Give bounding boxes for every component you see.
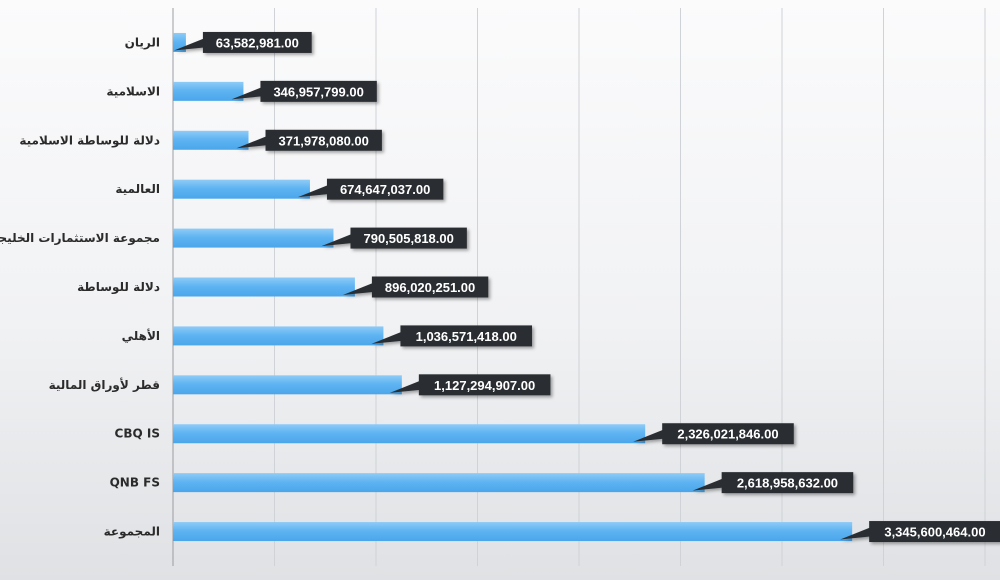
value-callout-3: [297, 178, 444, 200]
category-label-6: الأهلي: [122, 328, 160, 343]
value-label-box-1: [260, 80, 377, 102]
value-callout-pointer-1: [231, 87, 262, 100]
bar-3: [173, 179, 310, 199]
value-label-1: 346,957,799.00: [273, 84, 363, 99]
value-label-3: 674,647,037.00: [340, 182, 430, 197]
value-label-5: 896,020,251.00: [385, 280, 475, 295]
value-callout-pointer-7: [389, 380, 420, 393]
category-label-2: دلالة للوساطة الاسلامية: [19, 133, 160, 148]
bar-7: [173, 375, 402, 395]
value-callout-4: [321, 227, 467, 249]
category-label-7: قطر لأوراق المالية: [49, 377, 160, 393]
value-callout-9: [692, 472, 854, 494]
value-callout-pointer-3: [297, 185, 328, 198]
value-label-box-6: [400, 325, 533, 347]
value-callout-10: [840, 521, 1000, 543]
value-label-4: 790,505,818.00: [363, 231, 453, 246]
category-labels: الريان الاسلامية دلالة للوساطة الاسلامية ال…: [0, 35, 160, 539]
value-callout-0: [173, 31, 312, 53]
bar-6: [173, 326, 384, 346]
value-label-10: 3,345,600,464.00: [884, 525, 985, 540]
value-label-box-7: [418, 374, 551, 396]
value-label-box-9: [721, 472, 854, 494]
value-callout-pointer-4: [321, 234, 352, 247]
value-callout-pointer-6: [371, 331, 402, 344]
value-callout-pointer-10: [840, 527, 871, 540]
category-label-9: QNB FS: [110, 476, 160, 490]
bars: [173, 32, 853, 542]
bar-5: [173, 277, 355, 297]
category-label-1: الاسلامية: [106, 84, 160, 98]
category-label-8: CBQ IS: [115, 427, 160, 441]
value-callout-2: [236, 129, 382, 151]
bar-2: [173, 130, 249, 150]
category-label-10: المجموعة: [104, 525, 160, 540]
value-callout-pointer-0: [173, 38, 204, 51]
value-callout-1: [231, 80, 377, 102]
bar-10: [173, 522, 853, 542]
value-callout-pointer-5: [342, 283, 373, 295]
value-label-box-4: [350, 227, 467, 249]
value-labels: 63,582,981.00 346,957,799.00 371,978,080.0…: [173, 31, 1000, 543]
value-label-7: 1,127,294,907.00: [434, 378, 535, 393]
value-callout-pointer-8: [633, 429, 664, 442]
value-callout-8: [633, 423, 794, 445]
value-label-9: 2,618,958,632.00: [737, 476, 838, 491]
value-label-box-8: [662, 423, 794, 445]
value-callout-pointer-9: [692, 478, 723, 491]
bar-4: [173, 228, 334, 248]
value-callout-pointer-2: [236, 136, 267, 149]
category-label-0: الريان: [125, 35, 160, 49]
category-label-5: دلالة للوساطة: [77, 280, 160, 295]
value-label-6: 1,036,571,418.00: [416, 329, 517, 344]
bar-8: [173, 424, 646, 444]
value-label-box-3: [326, 178, 444, 200]
bar-1: [173, 81, 244, 101]
bar-9: [173, 473, 705, 493]
value-callout-6: [371, 325, 533, 347]
value-label-2: 371,978,080.00: [279, 133, 369, 148]
category-label-3: العالمية: [115, 182, 160, 196]
value-callout-7: [389, 374, 551, 396]
value-label-box-2: [265, 129, 382, 151]
value-label-box-10: [869, 521, 1000, 543]
value-label-box-0: [202, 31, 312, 53]
value-label-0: 63,582,981.00: [216, 35, 299, 50]
value-label-box-5: [371, 276, 489, 298]
category-label-4: مجموعة الاستثمارات الخليجية: [0, 231, 160, 246]
value-callout-5: [342, 276, 489, 298]
value-label-8: 2,326,021,846.00: [677, 427, 778, 442]
